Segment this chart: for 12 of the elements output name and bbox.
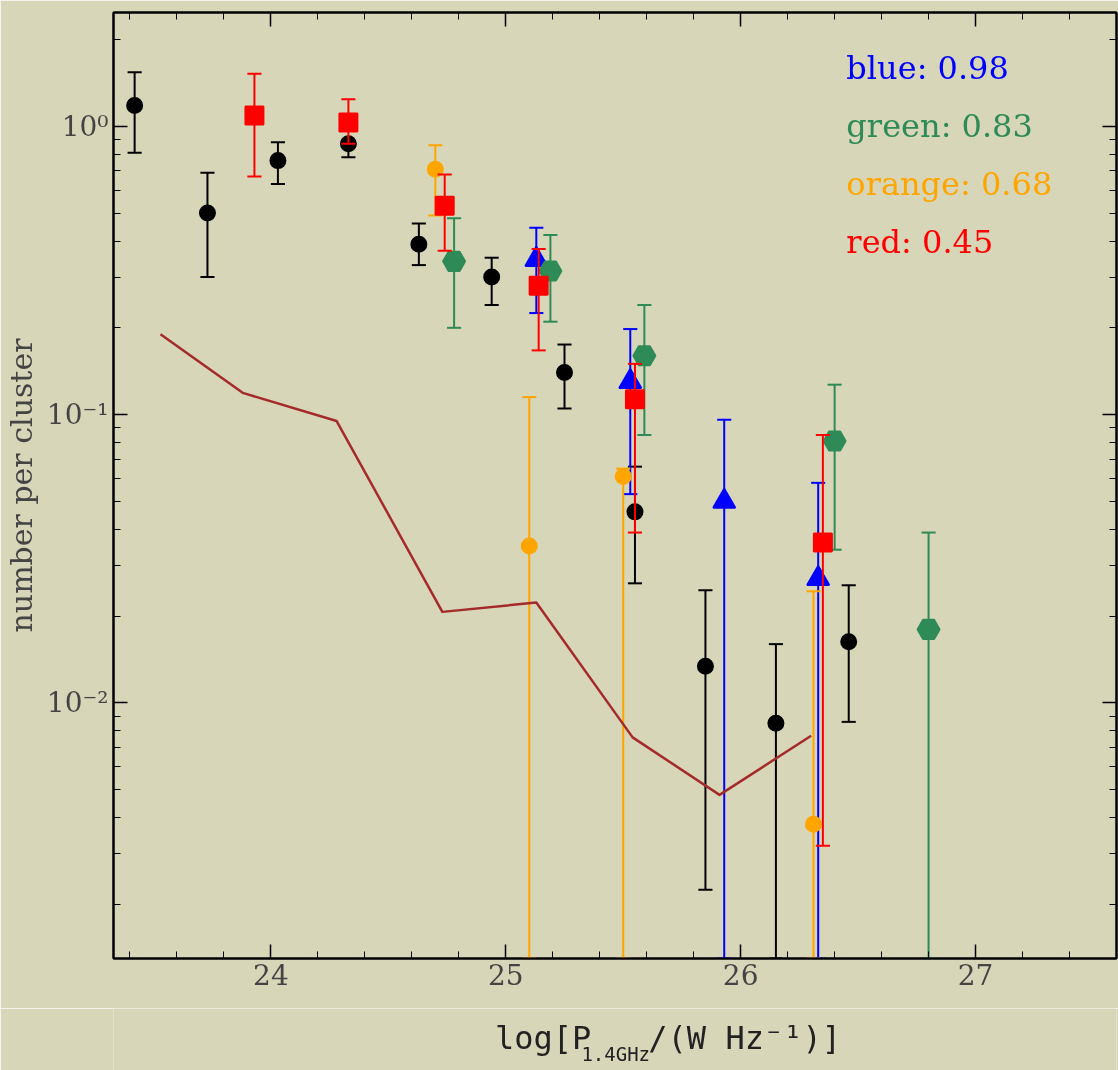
x-tick-label: 26: [722, 958, 759, 992]
y-tick-label: 10⁻²: [46, 686, 109, 720]
y-tick-label: 10⁰: [61, 109, 109, 143]
x-tick-label: 24: [253, 958, 289, 992]
y-axis-title: number per cluster: [3, 337, 39, 633]
x-tick-label: 25: [487, 958, 524, 992]
text: orange: 0.68: [846, 164, 1053, 203]
text: green: 0.83: [846, 106, 1033, 145]
text: red: 0.45: [846, 222, 994, 261]
y-tick-label: 10⁻¹: [46, 398, 109, 432]
text: blue: 0.98: [846, 48, 1009, 87]
x-tick-label: 27: [957, 958, 994, 992]
